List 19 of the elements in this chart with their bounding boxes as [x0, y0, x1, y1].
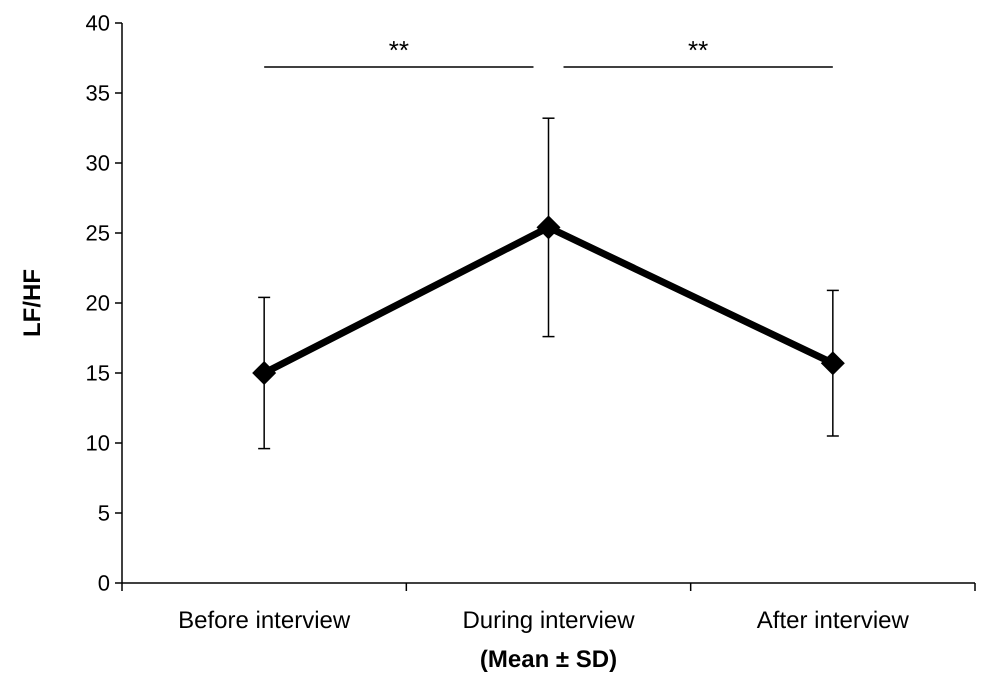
- y-tick-label: 20: [86, 290, 110, 316]
- y-tick-label: 30: [86, 150, 110, 176]
- x-tick-label: During interview: [462, 607, 636, 634]
- x-tick-label: After interview: [756, 607, 910, 634]
- annotation: **: [688, 35, 708, 65]
- point: [536, 215, 560, 240]
- y-tick-label: 5: [98, 500, 110, 526]
- point: [820, 351, 845, 376]
- annotation: **: [388, 35, 409, 65]
- y-tick-label: 0: [98, 570, 110, 596]
- y-tick-label: 15: [86, 360, 110, 386]
- x-axis-title: (Mean ± SD): [480, 646, 618, 673]
- y-axis-title: LF/HF: [19, 269, 46, 337]
- point: [252, 361, 276, 385]
- y-tick-label: 10: [86, 430, 110, 456]
- x-tick-label: Before interview: [178, 607, 351, 634]
- y-tick-label: 35: [86, 80, 110, 106]
- y-tick-label: 25: [86, 220, 110, 246]
- y-tick-label: 40: [86, 10, 110, 36]
